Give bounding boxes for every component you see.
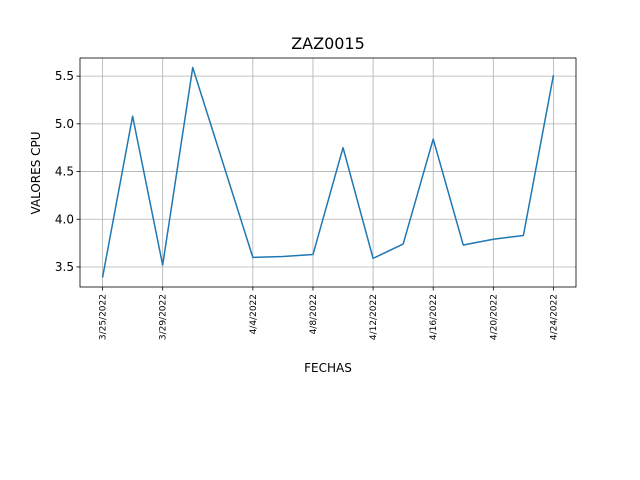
series-line — [101, 66, 555, 278]
y-tick-label: 4.5 — [55, 165, 74, 179]
series-layer — [101, 66, 555, 278]
x-tick-label: 3/25/2022 — [99, 294, 109, 340]
x-tick-label: 4/16/2022 — [429, 294, 439, 340]
x-tick-label: 3/29/2022 — [159, 294, 169, 340]
y-tick-label: 5.0 — [55, 117, 74, 131]
x-tick-label: 4/4/2022 — [249, 294, 259, 334]
y-axis-label: VALORES CPU — [29, 131, 43, 214]
plot-frame — [79, 57, 577, 288]
x-tick-label: 4/20/2022 — [489, 294, 499, 340]
y-tick-label: 4.0 — [55, 212, 74, 226]
x-tick-label: 4/12/2022 — [369, 294, 379, 340]
x-axis-label: FECHAS — [304, 361, 352, 375]
x-tick-label: 4/8/2022 — [309, 294, 319, 334]
x-tick-label: 4/24/2022 — [549, 294, 559, 340]
y-tick-label: 5.5 — [55, 69, 74, 83]
chart-title: ZAZ0015 — [291, 34, 365, 53]
y-tick-label: 3.5 — [55, 260, 74, 274]
tick-layer: 3.5 4.0 4.5 5.0 5.5 3/25/2022 3/29/2022 4/4/202… — [55, 69, 560, 340]
grid-layer — [80, 58, 576, 287]
